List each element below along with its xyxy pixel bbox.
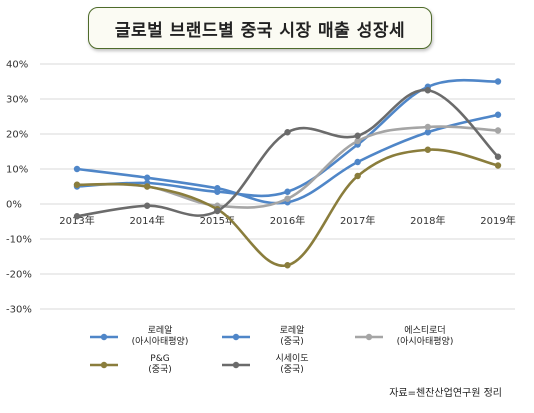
legend-item: 시세이도 (중국) bbox=[222, 353, 309, 375]
data-point bbox=[494, 111, 502, 118]
data-point bbox=[73, 213, 81, 220]
data-point bbox=[424, 123, 432, 131]
series-line bbox=[76, 148, 499, 267]
chart-title: 글로벌 브랜드별 중국 시장 매출 성장세 bbox=[88, 7, 432, 49]
data-point bbox=[494, 127, 502, 134]
legend-swatch-marker bbox=[232, 333, 240, 341]
data-point bbox=[73, 165, 81, 173]
legend-item: P&G (중국) bbox=[90, 354, 172, 375]
y-tick-label: 10% bbox=[6, 165, 28, 176]
data-point bbox=[494, 78, 502, 85]
data-point bbox=[424, 129, 432, 136]
series-4 bbox=[73, 146, 502, 269]
data-point bbox=[143, 202, 151, 209]
data-point bbox=[143, 183, 151, 190]
y-tick-label: -20% bbox=[6, 270, 32, 281]
data-point bbox=[214, 188, 221, 195]
data-point bbox=[354, 172, 361, 180]
data-point bbox=[284, 129, 291, 136]
legend-swatch-marker bbox=[365, 333, 373, 341]
y-tick-label: 0% bbox=[6, 200, 22, 211]
legend-item: 로레알 (아시아태평양) bbox=[90, 325, 188, 347]
data-point bbox=[424, 87, 432, 94]
legend: 로레알 (아시아태평양) 로레알 (중국) 에스티로더 (아시아태평양) P&G (중국) 시세… bbox=[90, 325, 453, 375]
legend-item: 에스티로더 (아시아태평양) bbox=[355, 325, 453, 347]
y-tick-label: 40% bbox=[6, 60, 28, 71]
x-axis-ticks: 2013年 2014年 2015年 2016年 2017年 2018年 2019年 bbox=[59, 214, 515, 227]
data-point bbox=[284, 195, 291, 202]
data-point bbox=[354, 132, 361, 139]
legend-swatch-marker bbox=[232, 361, 240, 369]
series-5 bbox=[73, 87, 502, 220]
legend-label: P&G (중국) bbox=[148, 354, 172, 375]
legend-swatch-marker bbox=[100, 333, 108, 341]
x-tick-label: 2017年 bbox=[340, 214, 375, 227]
data-point bbox=[354, 158, 361, 166]
series-lines bbox=[73, 78, 502, 269]
data-point bbox=[494, 153, 502, 160]
data-point bbox=[284, 262, 291, 269]
grid-lines bbox=[40, 63, 515, 310]
y-tick-label: -30% bbox=[6, 305, 32, 316]
legend-label: 로레알 (아시아태평양) bbox=[132, 325, 189, 347]
x-tick-label: 2013年 bbox=[59, 214, 94, 227]
legend-label: 에스티로더 (아시아태평양) bbox=[397, 325, 454, 347]
legend-item: 로레알 (중국) bbox=[222, 325, 304, 347]
data-point bbox=[354, 137, 361, 145]
source-note: 자료=첸잔산업연구원 정리 bbox=[389, 388, 502, 399]
data-point bbox=[214, 207, 221, 215]
x-tick-label: 2018年 bbox=[410, 214, 445, 227]
x-tick-label: 2019年 bbox=[480, 214, 515, 227]
x-tick-label: 2014年 bbox=[129, 214, 164, 227]
series-line bbox=[76, 125, 499, 209]
data-point bbox=[284, 188, 291, 195]
series-line bbox=[76, 78, 499, 198]
y-tick-label: 30% bbox=[6, 95, 28, 106]
y-tick-label: -10% bbox=[6, 235, 32, 246]
series-2 bbox=[73, 78, 502, 198]
y-tick-label: 20% bbox=[6, 130, 28, 141]
series-3 bbox=[73, 123, 502, 209]
legend-swatch-marker bbox=[100, 361, 108, 369]
x-tick-label: 2016年 bbox=[270, 214, 305, 227]
legend-label: 로레알 (중국) bbox=[280, 325, 305, 347]
data-point bbox=[424, 146, 432, 153]
y-axis-ticks: -30% -20% -10% 0% 10% 20% 30% 40% bbox=[6, 60, 32, 316]
data-point bbox=[143, 174, 151, 181]
data-point bbox=[73, 181, 81, 188]
legend-label: 시세이도 (중국) bbox=[275, 353, 308, 375]
data-point bbox=[494, 162, 502, 169]
